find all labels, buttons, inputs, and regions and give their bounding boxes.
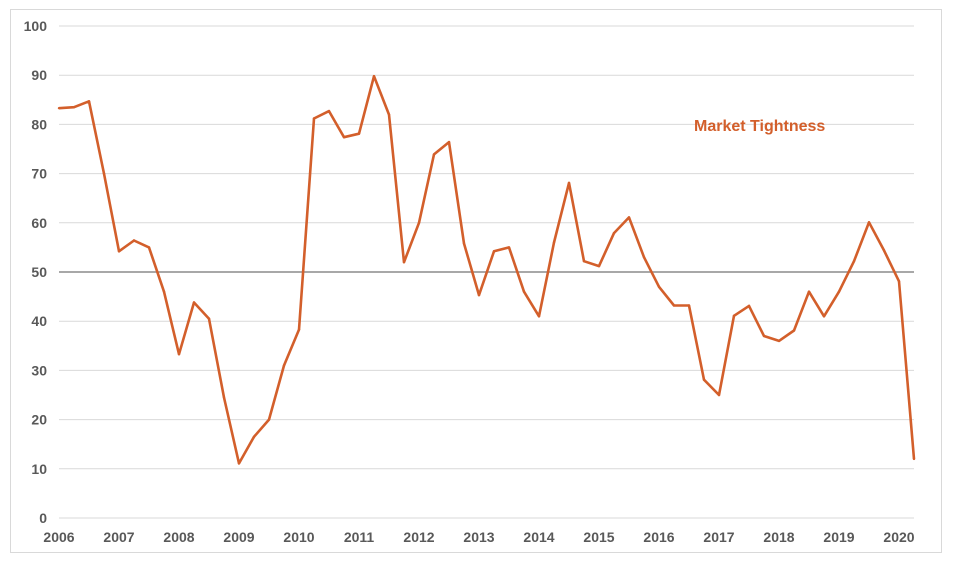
x-tick-label-2019: 2019 [823, 529, 854, 545]
data-point [327, 109, 331, 113]
x-tick-label-2018: 2018 [763, 529, 794, 545]
data-point [552, 241, 556, 244]
data-point [447, 140, 451, 144]
series-line-market-tightness [58, 74, 916, 465]
data-point [222, 396, 226, 399]
series-group [57, 74, 916, 465]
data-point [237, 462, 241, 465]
data-point [102, 172, 106, 175]
data-point [627, 216, 631, 219]
chart-frame: 0 10 20 30 40 50 60 70 80 90 100 2006 2007 2008 2009 2… [10, 9, 942, 553]
data-point [162, 290, 166, 293]
data-point [417, 221, 421, 224]
x-tick-label-2008: 2008 [163, 529, 194, 545]
y-tick-label-20: 20 [31, 412, 47, 428]
data-point [612, 231, 616, 235]
data-point [672, 304, 676, 307]
x-axis-ticks: 2006 2007 2008 2009 2010 2011 2012 2013 2014 2015… [43, 529, 914, 545]
data-point [762, 334, 766, 338]
data-point [252, 435, 256, 439]
data-point [297, 328, 301, 331]
data-point [87, 100, 91, 103]
x-tick-label-2009: 2009 [223, 529, 254, 545]
y-tick-label-40: 40 [31, 313, 47, 329]
data-point [177, 352, 181, 356]
x-tick-label-2020: 2020 [883, 529, 914, 545]
data-point [72, 105, 76, 109]
data-point [777, 339, 781, 343]
series-label: Market Tightness [694, 118, 825, 135]
data-point [897, 280, 901, 283]
data-point [882, 249, 886, 252]
data-point [342, 135, 346, 139]
data-point [852, 259, 856, 263]
y-tick-label-10: 10 [31, 461, 47, 477]
y-tick-label-30: 30 [31, 362, 47, 378]
data-point [837, 290, 841, 293]
data-point [507, 246, 511, 249]
y-tick-label-90: 90 [31, 67, 47, 83]
x-tick-label-2011: 2011 [344, 529, 375, 545]
data-point [267, 418, 271, 421]
x-tick-label-2006: 2006 [43, 529, 74, 545]
x-tick-label-2017: 2017 [703, 529, 734, 545]
data-point [492, 250, 496, 253]
y-tick-label-100: 100 [24, 18, 48, 34]
data-point [432, 153, 436, 156]
y-tick-label-80: 80 [31, 116, 47, 132]
data-point [807, 290, 811, 293]
x-tick-label-2007: 2007 [103, 529, 134, 545]
y-tick-label-50: 50 [31, 264, 47, 280]
data-point [822, 315, 826, 318]
x-tick-label-2015: 2015 [583, 529, 614, 545]
data-point [567, 181, 571, 185]
data-point [357, 132, 361, 135]
data-point [117, 250, 121, 253]
x-tick-label-2014: 2014 [523, 529, 554, 545]
data-point [57, 106, 61, 110]
x-tick-label-2013: 2013 [463, 529, 494, 545]
data-point [582, 259, 586, 263]
data-point [912, 457, 916, 461]
data-point [537, 315, 541, 318]
y-tick-label-70: 70 [31, 166, 47, 182]
y-tick-label-60: 60 [31, 215, 47, 231]
data-point [522, 290, 526, 293]
data-point [747, 304, 751, 308]
y-axis-ticks: 0 10 20 30 40 50 60 70 80 90 100 [24, 18, 48, 526]
x-tick-label-2012: 2012 [403, 529, 434, 545]
data-point [207, 317, 211, 320]
data-point [642, 256, 646, 259]
x-tick-label-2016: 2016 [643, 529, 674, 545]
data-point [717, 393, 721, 397]
data-point [867, 221, 871, 224]
data-point [402, 260, 406, 264]
data-point [387, 113, 391, 116]
data-point [732, 314, 736, 317]
data-point [702, 378, 706, 381]
y-tick-label-0: 0 [39, 510, 47, 526]
data-point [657, 285, 661, 288]
data-point [147, 246, 151, 249]
data-point [597, 264, 601, 268]
data-point [687, 304, 691, 307]
data-point [477, 293, 481, 297]
data-point [282, 364, 286, 367]
data-point [312, 117, 316, 120]
data-point [792, 329, 796, 332]
data-point [132, 239, 136, 242]
data-point [192, 301, 196, 304]
data-point [372, 74, 376, 78]
x-tick-label-2010: 2010 [283, 529, 314, 545]
data-point [462, 242, 466, 245]
